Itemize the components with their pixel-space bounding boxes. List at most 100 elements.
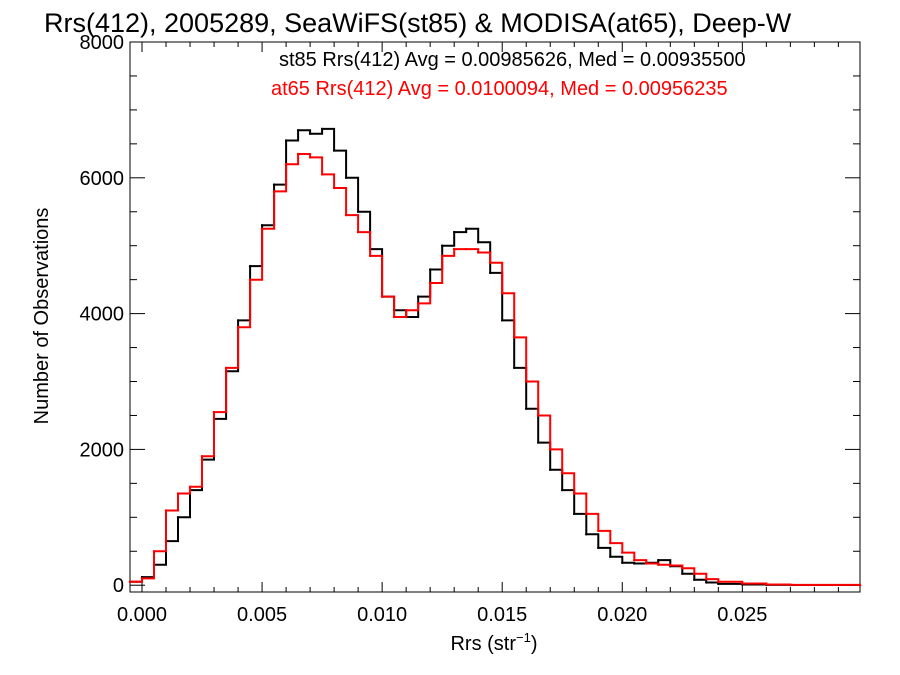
series-at65-point (176, 492, 180, 495)
series-at65-point (489, 261, 492, 264)
plot-frame (129, 41, 861, 593)
series-at65-point (609, 541, 612, 545)
series-st85-point (260, 224, 264, 227)
series-st85-point (272, 183, 276, 186)
series-at65-point (272, 190, 276, 193)
series-at65-point (332, 186, 336, 190)
x-tick-label: 0.015 (477, 604, 527, 626)
series-at65-point (405, 309, 408, 312)
series-at65-histogram (130, 153, 861, 586)
series-at65-point (224, 366, 228, 370)
series-at65-point (705, 577, 708, 581)
series-st85-point (705, 581, 708, 584)
series-at65-point (164, 509, 168, 512)
x-axis-label-close: ) (531, 633, 538, 655)
series-st85-point (573, 512, 576, 516)
series-st85-point (236, 319, 240, 322)
series-at65-point (717, 580, 720, 583)
series-st85-point (609, 555, 612, 558)
series-layer (128, 127, 862, 587)
series-st85-point (525, 407, 528, 410)
series-at65-point (858, 584, 862, 587)
series-st85-point (356, 210, 360, 213)
series-at65-point (549, 448, 552, 451)
series-st85-point (501, 319, 504, 322)
series-at65-point (188, 485, 192, 488)
x-tick-label: 0.025 (717, 604, 767, 626)
series-at65-point (597, 529, 600, 533)
series-at65-point (308, 156, 312, 159)
series-at65-point (441, 254, 444, 258)
x-tick-label: 0.010 (357, 604, 407, 626)
series-at65-point (284, 163, 288, 166)
series-at65-point (200, 455, 204, 458)
series-at65-point (741, 582, 744, 585)
x-axis-label-main: Rrs (str (450, 633, 516, 655)
series-st85-point (621, 561, 624, 564)
series-at65-point (236, 326, 240, 329)
series-st85-point (681, 572, 684, 575)
series-at65-point (633, 558, 636, 562)
y-axis-label: Number of Observations (31, 208, 53, 425)
series-at65-point (585, 512, 588, 516)
series-at65-point (657, 563, 660, 566)
series-at65-point (765, 583, 768, 586)
series-at65-point (392, 315, 396, 319)
series-at65-point (320, 173, 324, 176)
x-tick-label: 0.000 (117, 604, 167, 626)
series-st85-point (320, 127, 324, 131)
series-at65-point (296, 152, 300, 156)
series-st85-point (441, 244, 444, 247)
series-st85-point (332, 149, 336, 152)
series-at65-point (477, 251, 480, 254)
series-st85-point (549, 468, 552, 471)
series-st85-point (176, 516, 180, 519)
series-at65-point (152, 550, 156, 553)
series-st85-point (717, 582, 720, 586)
series-at65-point (621, 551, 624, 554)
series-at65-point (260, 227, 264, 230)
series-at65-point (669, 564, 672, 567)
series-at65-point (681, 567, 684, 570)
series-st85-point (465, 227, 468, 230)
series-at65-point (525, 380, 528, 383)
series-at65-point (248, 278, 252, 281)
x-tick-label: 0.005 (237, 604, 287, 626)
y-tick-label: 0 (113, 575, 124, 597)
series-st85-point (429, 268, 432, 271)
x-axis-label: Rrs (str−1) (450, 630, 537, 655)
series-st85-point (248, 264, 252, 268)
series-at65-point (128, 580, 132, 583)
series-at65-point (537, 414, 540, 417)
series-at65-point (356, 230, 360, 234)
series-st85-histogram (130, 127, 861, 586)
series-st85-point (585, 533, 588, 536)
y-tick-label: 6000 (80, 168, 125, 190)
series-st85-point (417, 295, 420, 298)
series-at65-point (417, 302, 420, 305)
chart-title: Rrs(412), 2005289, SeaWiFS(st85) & MODIS… (44, 8, 792, 38)
series-st85-point (453, 230, 456, 234)
series-st85-point (633, 562, 636, 565)
plot-axes: 0.000 0.005 0.010 0.015 0.020 0.025 0 2000 4000 6… (80, 32, 861, 626)
series-st85-point (344, 176, 348, 179)
series-st85-point (513, 366, 516, 370)
legend-st85-stats: st85 Rrs(412) Avg = 0.00985626, Med = 0.… (279, 49, 746, 71)
x-axis-label-superscript: −1 (516, 630, 531, 645)
y-tick-label: 4000 (80, 304, 125, 326)
series-st85-point (597, 546, 600, 550)
series-at65-point (501, 292, 504, 295)
series-at65-point (561, 472, 564, 475)
series-st85-point (657, 558, 660, 562)
series-at65-point (368, 254, 372, 258)
series-st85-point (561, 488, 564, 492)
series-at65-point (453, 247, 456, 251)
series-at65-point (693, 572, 696, 575)
x-tick-label: 0.020 (597, 604, 647, 626)
y-tick-label: 8000 (80, 32, 125, 54)
series-st85-point (284, 139, 288, 142)
series-st85-point (308, 132, 312, 135)
series-st85-point (489, 271, 492, 275)
series-st85-point (537, 441, 540, 444)
